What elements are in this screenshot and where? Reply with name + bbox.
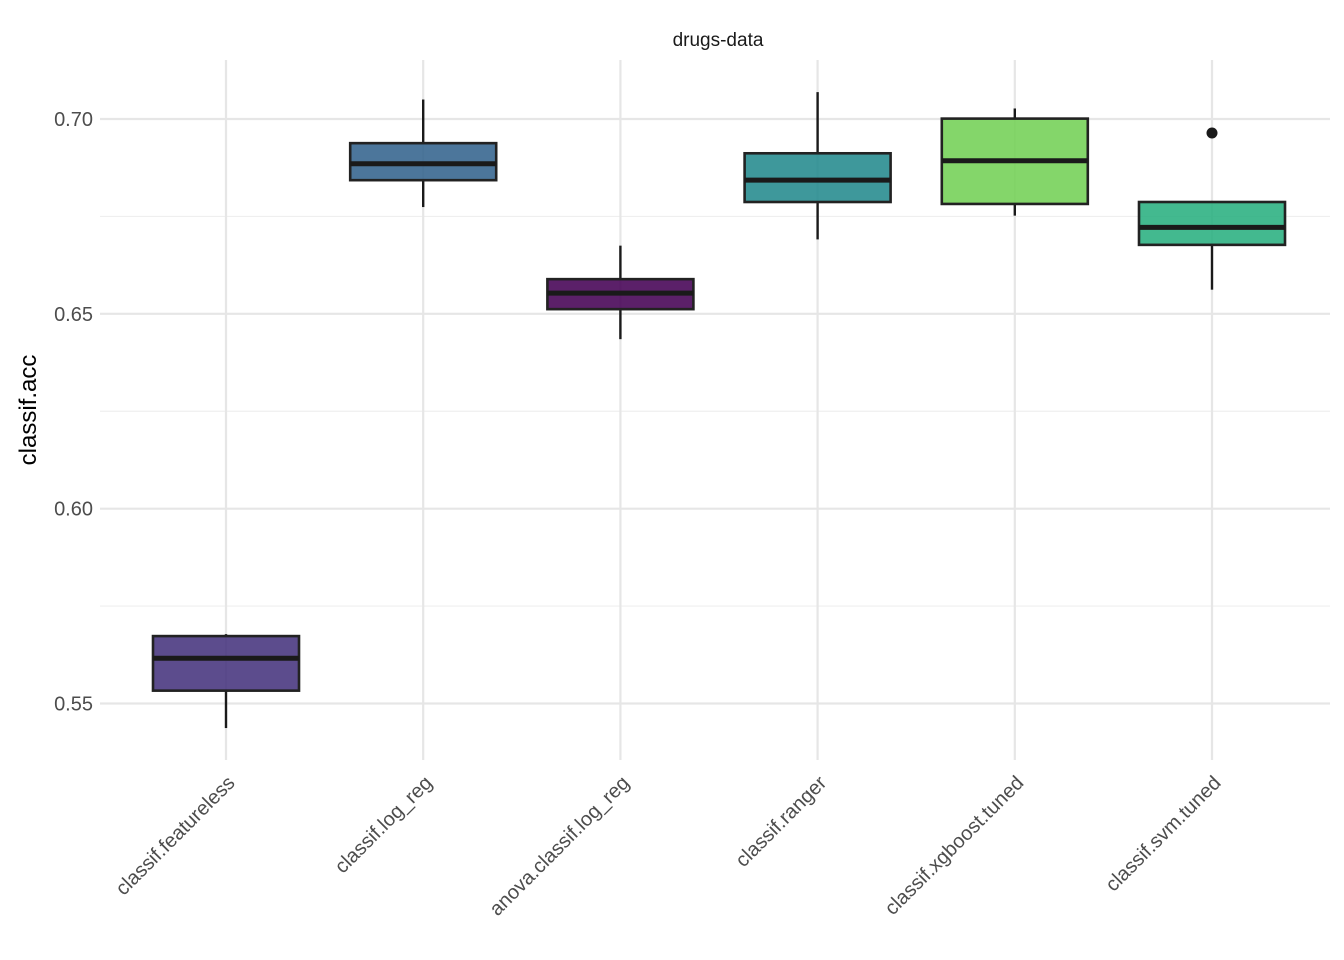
box-body — [1137, 200, 1287, 247]
box-body — [151, 634, 301, 692]
box-classif.svm.tuned — [1137, 127, 1287, 290]
box-classif.xgboost.tuned — [940, 108, 1090, 216]
box-classif.featureless — [151, 634, 301, 729]
y-tick-label: 0.55 — [54, 694, 93, 716]
outlier-point — [1206, 127, 1218, 139]
box-body — [743, 151, 892, 204]
x-tick-label: anova.classif.log_reg — [486, 772, 634, 920]
panel-title: drugs-data — [673, 30, 764, 51]
y-axis-title: classif.acc — [15, 355, 42, 466]
x-tick-label: classif.svm.tuned — [1102, 772, 1226, 896]
y-tick-label: 0.65 — [54, 304, 93, 326]
y-tick-label: 0.60 — [54, 499, 93, 521]
label-layer: 0.55 0.60 0.65 0.70 classif.featureless class… — [54, 109, 1225, 920]
box-anova.classif.log_reg — [546, 245, 695, 340]
x-tick-label: classif.log_reg — [331, 772, 437, 878]
box-layer — [151, 92, 1287, 729]
box-classif.log_reg — [348, 99, 498, 208]
box-classif.ranger — [743, 92, 892, 240]
y-tick-label: 0.70 — [54, 109, 93, 131]
x-tick-label: classif.featureless — [112, 772, 240, 900]
x-tick-label: classif.ranger — [731, 772, 831, 872]
x-tick-label: classif.xgboost.tuned — [881, 772, 1029, 920]
